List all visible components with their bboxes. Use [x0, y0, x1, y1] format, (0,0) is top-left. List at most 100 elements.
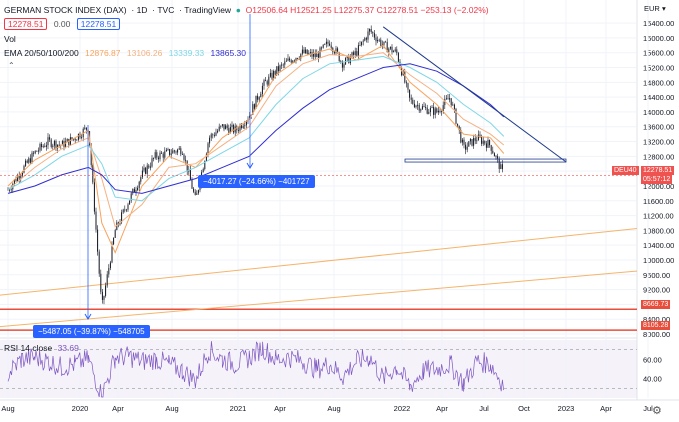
candle-body — [335, 48, 337, 54]
candle-body — [415, 105, 417, 108]
candle-body — [255, 95, 257, 109]
candle-body — [257, 95, 259, 100]
candle-body — [372, 32, 374, 34]
candle-body — [229, 127, 231, 134]
candle-body — [185, 159, 187, 161]
y-tick-label: 16000.00 — [643, 34, 674, 43]
candle-body — [442, 105, 444, 112]
candle-body — [159, 152, 161, 160]
currency-selector[interactable]: EUR ▾ — [644, 3, 666, 14]
candle-body — [65, 141, 67, 148]
candle-body — [452, 104, 454, 106]
candle-body — [220, 125, 222, 127]
rsi-legend[interactable]: RSI 14 close 33.69 — [4, 343, 79, 354]
candle-body — [463, 139, 465, 145]
countdown-tag: 05:57:12 — [641, 175, 673, 184]
candle-body — [84, 127, 86, 129]
candle-body — [484, 140, 486, 144]
candle-body — [417, 104, 419, 106]
symbol-tag: DEU40 — [612, 166, 639, 175]
candle-body — [47, 137, 49, 146]
candle-body — [364, 38, 366, 41]
candle-body — [26, 160, 28, 163]
candle-body — [325, 41, 327, 45]
candle-body — [447, 98, 449, 100]
candle-body — [388, 48, 390, 53]
interval-label[interactable]: 1D — [136, 5, 148, 15]
candle-body — [407, 83, 409, 90]
measure-label-2022[interactable]: −4017.27 (−24.66%) −401727 — [198, 175, 315, 188]
candle-body — [282, 64, 284, 66]
candle-body — [17, 175, 19, 182]
candle-body — [124, 209, 126, 211]
candle-body — [289, 58, 291, 61]
y-tick-label: 14400.00 — [643, 93, 674, 102]
bid-price[interactable]: 12278.51 — [4, 18, 48, 30]
candle-body — [231, 124, 233, 128]
candle-body — [481, 137, 483, 144]
x-tick-label: Aug — [165, 404, 178, 413]
candle-body — [485, 143, 487, 148]
candle-body — [322, 44, 324, 48]
candle-body — [125, 209, 127, 211]
x-tick-label: Apr — [600, 404, 612, 413]
candle-body — [389, 46, 391, 49]
candle-body — [218, 126, 220, 131]
candle-body — [178, 148, 180, 150]
candle-body — [349, 56, 351, 64]
candle-body — [405, 82, 407, 84]
rsi-band — [0, 340, 637, 398]
candle-body — [329, 43, 331, 46]
candle-body — [20, 175, 22, 179]
candle-body — [476, 140, 478, 142]
candle-body — [439, 110, 441, 112]
candle-body — [41, 143, 43, 148]
vol-indicator[interactable]: Vol — [4, 34, 16, 45]
settings-gear-icon[interactable]: ⚙ — [652, 405, 662, 417]
candle-body — [53, 140, 55, 146]
candle-body — [151, 158, 153, 167]
candle-body — [13, 179, 15, 184]
candle-body — [399, 61, 401, 68]
candle-body — [487, 140, 489, 148]
candle-body — [354, 51, 356, 55]
candle-body — [23, 165, 25, 173]
last-price-tag: 12278.51 — [641, 166, 675, 175]
candle-body — [346, 55, 348, 59]
candle-body — [161, 152, 163, 154]
measure-arrowhead-2022 — [246, 162, 254, 169]
candle-body — [410, 97, 412, 100]
y-tick-label: 16400.00 — [643, 19, 674, 28]
candle-body — [300, 53, 302, 59]
candle-body — [122, 209, 124, 213]
measure-label-2020[interactable]: −5487.05 (−39.87%) −548705 — [33, 325, 150, 338]
candle-body — [109, 262, 111, 269]
candle-body — [495, 156, 497, 158]
candle-body — [404, 71, 406, 83]
candle-body — [55, 140, 57, 149]
candle-body — [465, 144, 467, 150]
candle-body — [362, 40, 364, 42]
candle-body — [98, 251, 100, 274]
candle-body — [265, 80, 267, 82]
candle-body — [135, 190, 137, 193]
ema-indicator[interactable]: EMA 20/50/100/200 12876.87 13106.26 1333… — [4, 48, 246, 59]
candle-body — [332, 47, 334, 52]
candle-body — [7, 189, 9, 191]
symbol-title[interactable]: GERMAN STOCK INDEX (DAX) — [4, 5, 127, 15]
candle-body — [359, 45, 361, 46]
candle-body — [343, 64, 345, 68]
candle-body — [348, 55, 350, 64]
candle-body — [39, 143, 41, 151]
candle-body — [421, 106, 423, 110]
candle-body — [44, 146, 46, 147]
candle-body — [449, 98, 451, 100]
collapse-legend-icon[interactable]: ⌃ — [8, 61, 15, 70]
rsi-label: RSI 14 close — [4, 343, 53, 353]
candle-body — [279, 65, 281, 72]
candle-body — [146, 165, 148, 174]
y-tick-label: 15200.00 — [643, 64, 674, 73]
candle-body — [466, 146, 468, 150]
ask-price[interactable]: 12278.51 — [76, 18, 121, 30]
